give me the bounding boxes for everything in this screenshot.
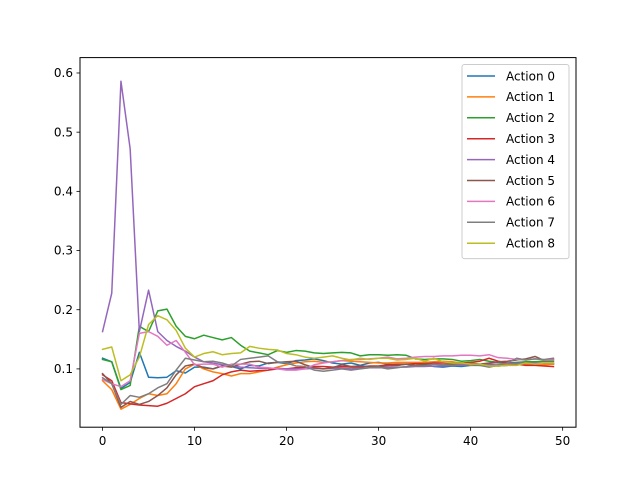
series-line-action-7 xyxy=(101,355,555,406)
legend-box xyxy=(461,64,570,260)
y-tick-label: 0.1 xyxy=(54,362,73,376)
x-tick-label: 0 xyxy=(99,434,107,448)
y-tick-label: 0.2 xyxy=(54,303,73,317)
x-tick-label: 40 xyxy=(463,434,478,448)
legend-label: Action 4 xyxy=(506,153,555,167)
y-tick-label: 0.3 xyxy=(54,244,73,258)
legend-label: Action 7 xyxy=(506,216,555,230)
series-layer xyxy=(101,80,555,410)
legend-label: Action 0 xyxy=(506,69,555,83)
legend-label: Action 2 xyxy=(506,111,555,125)
legend-label: Action 6 xyxy=(506,195,555,209)
x-tick-label: 30 xyxy=(371,434,386,448)
y-tick-label: 0.5 xyxy=(54,125,73,139)
legend-label: Action 5 xyxy=(506,174,555,188)
series-line-action-8 xyxy=(101,314,555,382)
y-tick-label: 0.4 xyxy=(54,185,73,199)
plot-frame xyxy=(79,57,577,428)
series-line-action-6 xyxy=(101,330,555,388)
legend-label: Action 1 xyxy=(506,90,555,104)
x-axis: 0 10 20 30 40 50 xyxy=(99,427,570,448)
x-tick-label: 50 xyxy=(555,434,570,448)
y-axis: 0.1 0.2 0.3 0.4 0.5 0.6 xyxy=(54,66,80,376)
y-tick-label: 0.6 xyxy=(54,66,73,80)
legend: Action 0 Action 1 Action 2 Action 3 Action 4… xyxy=(461,64,570,260)
series-line-action-2 xyxy=(101,308,555,391)
legend-label: Action 8 xyxy=(506,237,555,251)
x-tick-label: 20 xyxy=(279,434,294,448)
legend-label: Action 3 xyxy=(506,132,555,146)
x-tick-label: 10 xyxy=(187,434,202,448)
series-line-action-3 xyxy=(101,357,555,407)
